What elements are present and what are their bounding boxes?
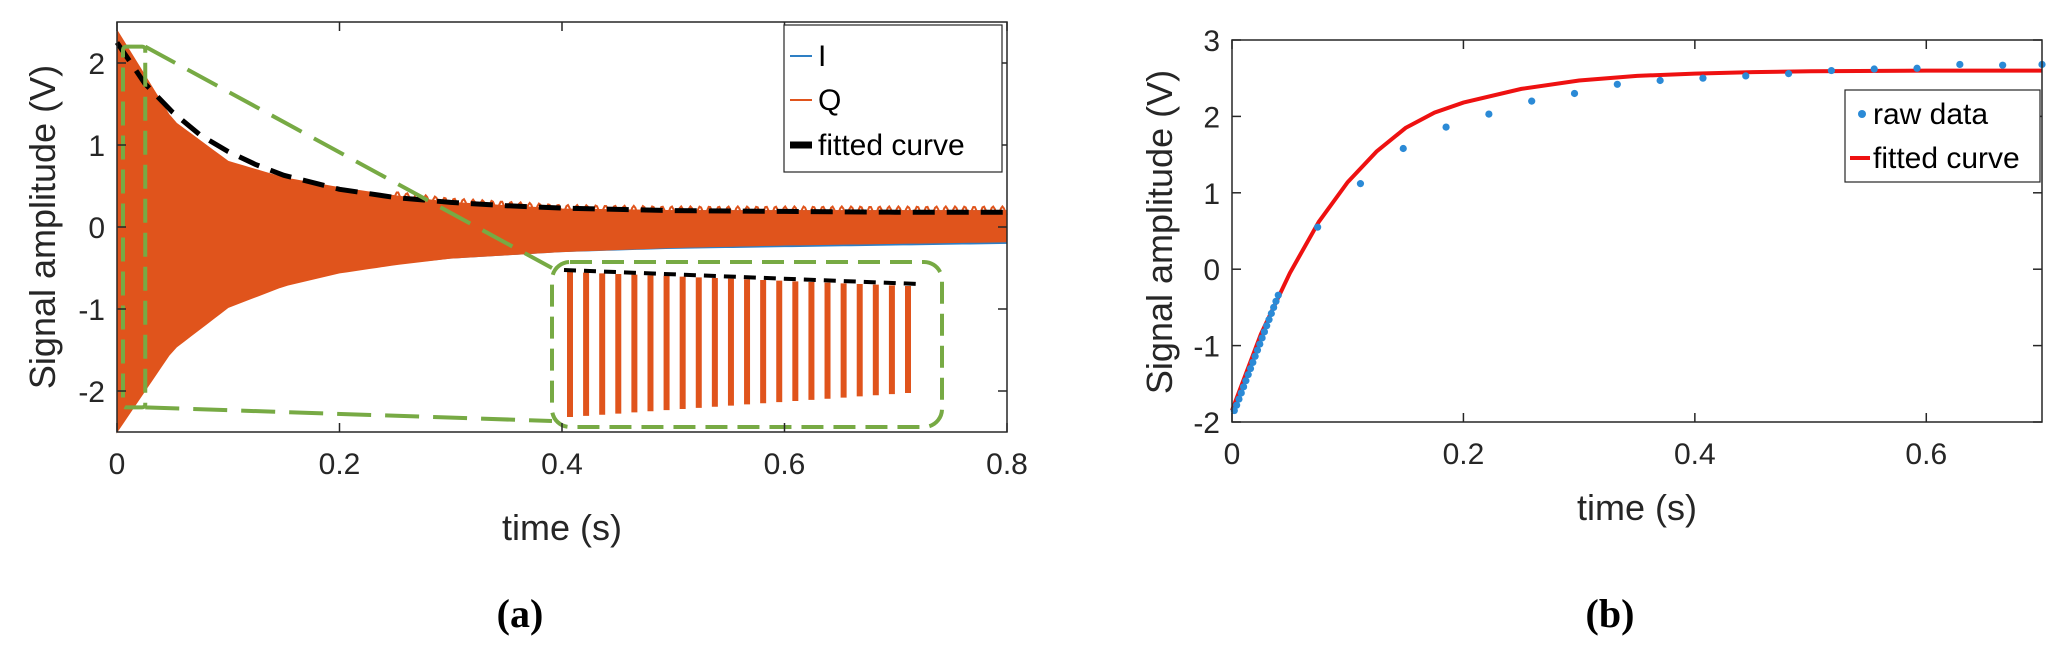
x-tick-label: 0.8 bbox=[986, 448, 1028, 481]
y-tick-label: 2 bbox=[1203, 101, 1220, 134]
raw-data-point bbox=[1265, 316, 1273, 324]
raw-data-point bbox=[1613, 80, 1621, 88]
legend-b-fit-label: fitted curve bbox=[1873, 142, 2020, 175]
y-tick-label: -2 bbox=[78, 376, 105, 409]
series-Q-noise bbox=[394, 191, 1008, 217]
zoom-connector-bottom bbox=[145, 405, 553, 423]
raw-data-point bbox=[1253, 346, 1262, 354]
panel-b-label: (b) bbox=[1586, 591, 1635, 636]
x-tick-label: 0.6 bbox=[764, 448, 806, 481]
raw-data-point bbox=[1249, 358, 1257, 367]
y-tick-label: 2 bbox=[88, 48, 105, 81]
raw-data-point bbox=[1485, 110, 1493, 118]
panel-a-zoom-inset bbox=[121, 44, 944, 429]
panel-b-ticks: 0 0.2 0.4 0.6 -2 -1 0 1 2 3 bbox=[1193, 25, 2042, 471]
series-b-fitted-curve bbox=[1230, 68, 2042, 412]
series-a-fitted-curve bbox=[114, 41, 1007, 215]
legend-Q-label: Q bbox=[818, 84, 841, 117]
raw-data-point bbox=[1272, 297, 1280, 305]
x-tick-label: 0 bbox=[109, 448, 126, 481]
panel-a-legend-box bbox=[783, 24, 1003, 173]
y-tick-label: 1 bbox=[88, 130, 105, 163]
panel-a: 0 0.2 0.4 0.6 0.8 -2 -1 0 1 2 time (s) Signal amp… bbox=[22, 21, 1028, 636]
raw-data-point bbox=[1570, 89, 1579, 98]
y-tick-label: 1 bbox=[1203, 178, 1220, 211]
y-tick-label: -2 bbox=[1193, 407, 1220, 440]
y-tick-label: -1 bbox=[1193, 331, 1220, 364]
panel-b: 0 0.2 0.4 0.6 -2 -1 0 1 2 3 time (s) Signal ampli… bbox=[1139, 25, 2046, 636]
raw-data-point bbox=[1699, 74, 1707, 82]
y-tick-label: 3 bbox=[1203, 25, 1220, 58]
panel-a-xlabel: time (s) bbox=[502, 507, 622, 548]
y-tick-label: -1 bbox=[78, 294, 105, 327]
raw-data-point bbox=[1356, 180, 1365, 188]
raw-data-point bbox=[1913, 64, 1921, 72]
panel-a-ylabel: Signal amplitude (V) bbox=[22, 65, 63, 389]
panel-a-ticks: 0 0.2 0.4 0.6 0.8 -2 -1 0 1 2 bbox=[78, 22, 1028, 481]
raw-data-point bbox=[1314, 223, 1322, 231]
x-tick-label: 0.2 bbox=[1443, 438, 1485, 471]
panel-b-axes-frame bbox=[1231, 39, 2043, 423]
raw-data-point bbox=[1246, 364, 1255, 373]
raw-data-point bbox=[1239, 383, 1248, 391]
panel-b-ylabel: Signal amplitude (V) bbox=[1139, 70, 1180, 394]
raw-data-point bbox=[1399, 144, 1407, 153]
zoom-connector-top bbox=[144, 44, 553, 270]
raw-data-point bbox=[1251, 352, 1259, 360]
raw-data-point bbox=[1956, 60, 1964, 69]
panel-a-label: (a) bbox=[497, 591, 544, 636]
raw-data-point bbox=[1267, 309, 1275, 318]
raw-data-point bbox=[1442, 123, 1450, 131]
panel-b-legend-box bbox=[1844, 89, 2041, 183]
raw-data-point bbox=[1742, 72, 1750, 80]
legend-raw-swatch bbox=[1858, 110, 1866, 118]
raw-data-point bbox=[1233, 401, 1241, 409]
x-tick-label: 0.4 bbox=[541, 448, 583, 481]
raw-data-point bbox=[1260, 328, 1268, 336]
panel-a-legend: I Q fitted curve bbox=[783, 24, 1003, 173]
raw-data-point bbox=[1237, 389, 1245, 397]
x-tick-label: 0.6 bbox=[1905, 438, 1947, 471]
raw-data-point bbox=[1827, 66, 1835, 75]
raw-data-point bbox=[1263, 322, 1271, 330]
legend-I-label: I bbox=[818, 40, 826, 73]
panel-b-plot-area bbox=[1230, 60, 2046, 415]
y-tick-label: 0 bbox=[1203, 254, 1220, 287]
legend-raw-label: raw data bbox=[1873, 98, 1988, 131]
panel-b-legend: raw data fitted curve bbox=[1844, 89, 2041, 183]
raw-data-point bbox=[1784, 70, 1793, 78]
x-tick-label: 0.4 bbox=[1674, 438, 1716, 471]
x-tick-label: 0.2 bbox=[319, 448, 361, 481]
raw-data-point bbox=[1256, 340, 1264, 348]
raw-data-point bbox=[1274, 291, 1282, 299]
panel-b-xlabel: time (s) bbox=[1577, 487, 1697, 528]
raw-data-point bbox=[1656, 76, 1664, 85]
legend-a-fit-label: fitted curve bbox=[818, 129, 965, 162]
raw-data-point bbox=[1528, 97, 1536, 105]
y-tick-label: 0 bbox=[88, 212, 105, 245]
raw-data-point bbox=[1999, 61, 2007, 69]
raw-data-point bbox=[1235, 395, 1243, 403]
raw-data-point bbox=[1870, 65, 1878, 73]
raw-data-point bbox=[1258, 334, 1266, 342]
raw-data-point bbox=[1270, 303, 1278, 311]
x-tick-label: 0 bbox=[1224, 438, 1241, 471]
raw-data-point bbox=[1244, 371, 1252, 379]
raw-data-point bbox=[1242, 377, 1250, 385]
